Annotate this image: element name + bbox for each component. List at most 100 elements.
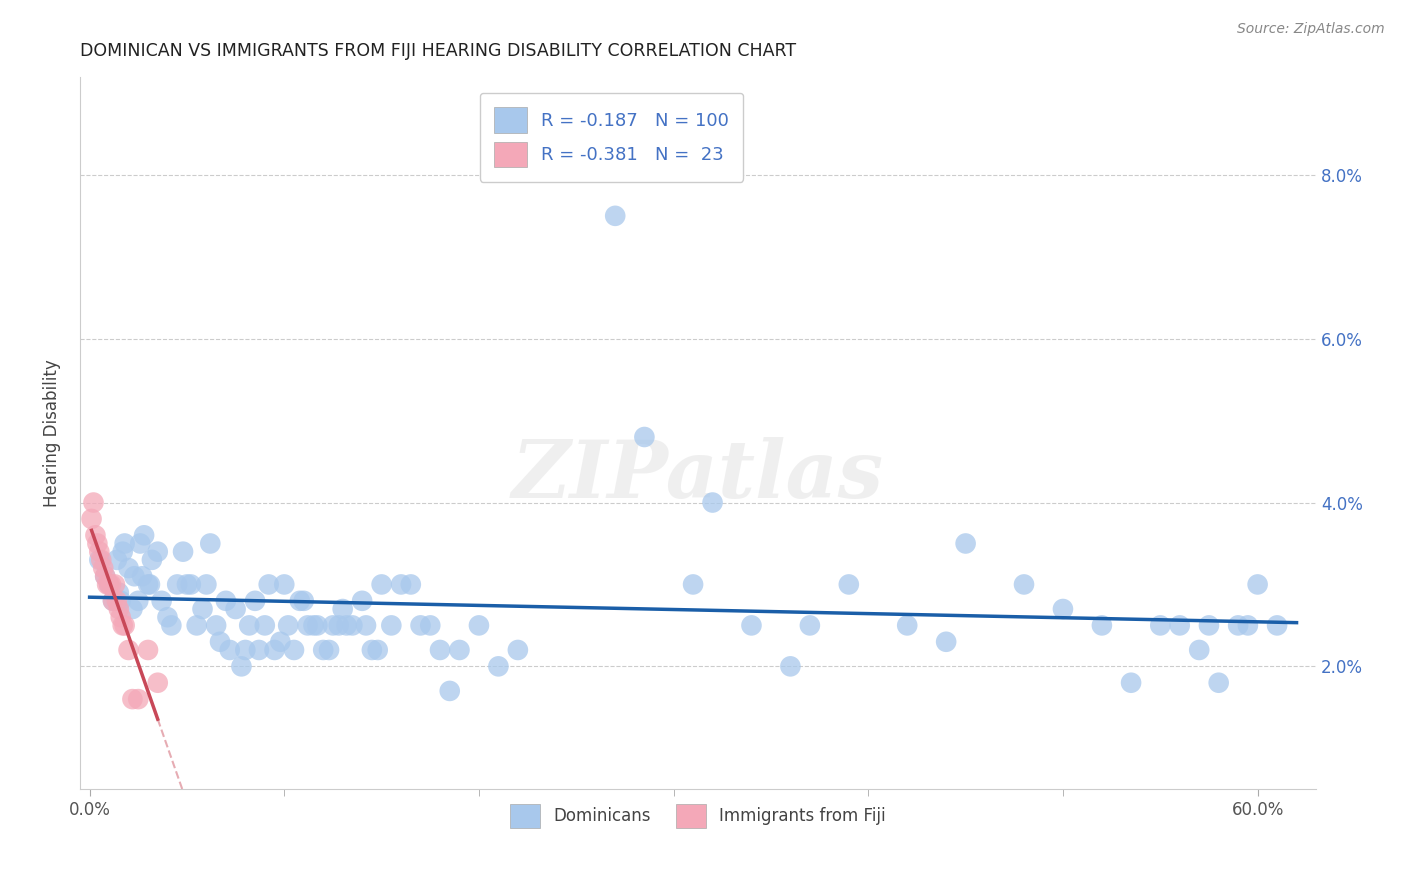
Point (335, 618, 357, 632)
Point (1208, 675, 1230, 690)
Point (150, 594, 173, 608)
Point (176, 577, 198, 591)
Point (1012, 577, 1035, 591)
Point (156, 610, 179, 624)
Point (89, 544, 111, 558)
Point (633, 430, 655, 444)
Point (247, 643, 270, 657)
Point (322, 618, 344, 632)
Point (1237, 618, 1260, 632)
Point (273, 577, 295, 591)
Point (389, 577, 412, 591)
Point (439, 684, 461, 698)
Point (80, 512, 103, 526)
Point (263, 643, 285, 657)
Point (1149, 618, 1171, 632)
Point (896, 618, 918, 632)
Point (127, 692, 149, 706)
Point (111, 544, 134, 558)
Point (799, 618, 821, 632)
Point (1246, 577, 1268, 591)
Point (100, 577, 122, 591)
Point (449, 643, 471, 657)
Point (312, 643, 335, 657)
Point (86, 536, 108, 550)
Point (506, 643, 529, 657)
Point (1227, 618, 1250, 632)
Point (292, 594, 315, 608)
Point (136, 643, 159, 657)
Point (257, 577, 280, 591)
Point (215, 594, 238, 608)
Point (1119, 675, 1142, 690)
Point (124, 569, 146, 583)
Point (486, 659, 509, 673)
Point (166, 577, 188, 591)
Point (231, 659, 253, 673)
Point (98, 577, 121, 591)
Point (269, 634, 291, 648)
Point (1168, 618, 1191, 632)
Point (318, 643, 340, 657)
Point (195, 577, 218, 591)
Point (429, 643, 451, 657)
Point (682, 577, 704, 591)
Point (838, 577, 860, 591)
Text: DOMINICAN VS IMMIGRANTS FROM FIJI HEARING DISABILITY CORRELATION CHART: DOMINICAN VS IMMIGRANTS FROM FIJI HEARIN… (80, 42, 796, 60)
Point (141, 553, 163, 567)
Point (277, 618, 299, 632)
Point (101, 594, 124, 608)
Point (955, 536, 977, 550)
Point (110, 594, 132, 608)
Point (605, 209, 627, 223)
Text: Source: ZipAtlas.com: Source: ZipAtlas.com (1237, 22, 1385, 37)
Point (1091, 618, 1114, 632)
Point (419, 618, 441, 632)
Point (288, 594, 311, 608)
Point (779, 659, 801, 673)
Point (1198, 618, 1220, 632)
Point (302, 618, 325, 632)
Point (84, 528, 107, 542)
Point (91, 561, 114, 575)
Point (370, 577, 392, 591)
Point (131, 569, 153, 583)
Point (409, 618, 432, 632)
Point (132, 528, 155, 542)
Point (104, 577, 127, 591)
Point (253, 618, 276, 632)
Point (96, 577, 118, 591)
Point (468, 618, 491, 632)
Point (1188, 643, 1211, 657)
Point (208, 634, 231, 648)
Point (136, 577, 159, 591)
Legend: Dominicans, Immigrants from Fiji: Dominicans, Immigrants from Fiji (503, 797, 893, 834)
Point (360, 643, 382, 657)
Point (191, 602, 214, 616)
Point (139, 577, 162, 591)
Point (94, 569, 117, 583)
Point (146, 544, 169, 558)
Point (107, 585, 129, 599)
Point (172, 544, 194, 558)
Point (117, 561, 139, 575)
Point (107, 602, 129, 616)
Point (352, 594, 374, 608)
Point (367, 643, 389, 657)
Point (399, 577, 422, 591)
Point (117, 643, 139, 657)
Point (114, 536, 136, 550)
Point (94, 569, 117, 583)
Point (200, 536, 222, 550)
Point (354, 618, 377, 632)
Point (218, 643, 240, 657)
Point (105, 553, 128, 567)
Point (121, 602, 143, 616)
Point (146, 675, 169, 690)
Point (180, 577, 202, 591)
Point (307, 618, 329, 632)
Point (283, 643, 305, 657)
Point (114, 618, 136, 632)
Point (935, 634, 957, 648)
Point (238, 618, 260, 632)
